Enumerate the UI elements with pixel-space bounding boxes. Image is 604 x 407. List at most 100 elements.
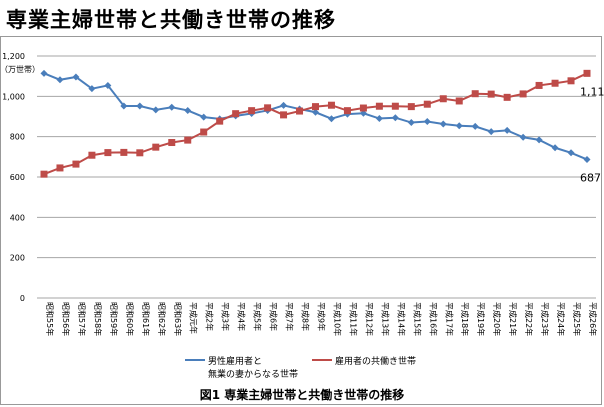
y-tick-label: 800	[10, 133, 25, 142]
x-tick-label: 昭和55年	[45, 302, 55, 336]
legend-label-line1: 男性雇用者と	[208, 357, 263, 367]
data-point	[264, 104, 272, 112]
data-point	[296, 107, 304, 115]
x-tick-label: 平成9年	[317, 302, 327, 331]
data-point	[487, 90, 495, 98]
chart-frame	[0, 36, 602, 405]
x-tick-label: 平成15年	[412, 302, 422, 336]
x-tick-label: 昭和59年	[109, 302, 119, 336]
x-tick-label: 平成12年	[364, 302, 374, 336]
x-tick-label: 平成21年	[508, 302, 518, 336]
data-point	[152, 106, 160, 114]
x-tick-label: 平成18年	[460, 302, 470, 336]
data-point	[56, 164, 64, 172]
data-point	[248, 107, 256, 115]
x-tick-label: 平成5年	[253, 302, 263, 331]
data-point	[216, 117, 224, 125]
x-tick-label: 平成25年	[572, 302, 582, 336]
data-point	[551, 79, 559, 87]
legend-diamond-icon	[185, 359, 205, 361]
y-tick-label: 1,000	[2, 92, 25, 101]
x-tick-label: 昭和56年	[61, 302, 71, 336]
data-point	[120, 148, 128, 156]
data-point	[551, 144, 559, 152]
y-tick-label: 1,200	[2, 52, 25, 61]
data-point	[184, 106, 192, 114]
legend-label: 雇用者の共働き世帯	[335, 357, 417, 367]
x-tick-label: 平成10年	[332, 302, 342, 336]
data-point	[184, 136, 192, 144]
legend-item-dual: 雇用者の共働き世帯	[312, 354, 416, 367]
chart-caption: 図1 専業主婦世帯と共働き世帯の推移	[199, 388, 405, 402]
data-point	[455, 97, 463, 105]
end-data-label: 1,114	[580, 85, 604, 98]
data-point	[583, 155, 591, 163]
x-tick-label: 平成2年	[205, 302, 215, 331]
x-tick-label: 平成16年	[428, 302, 438, 336]
data-point	[168, 139, 176, 147]
data-point	[391, 102, 399, 110]
x-tick-label: 昭和61年	[141, 302, 151, 336]
x-tick-label: 平成26年	[588, 302, 598, 336]
data-point	[56, 76, 64, 84]
x-tick-label: 平成6年	[269, 302, 279, 331]
legend-label-line2: 無業の妻からなる世帯	[208, 370, 299, 380]
x-tick-label: 昭和60年	[125, 302, 135, 336]
data-point	[40, 69, 48, 77]
data-point	[503, 126, 511, 134]
data-point	[312, 103, 319, 111]
data-point	[503, 93, 511, 101]
data-point	[567, 77, 575, 85]
data-point	[439, 95, 447, 103]
x-tick-label: 平成11年	[348, 302, 358, 336]
y-tick-label: 0	[20, 294, 25, 303]
y-axis-unit: （万世帯）	[0, 65, 40, 74]
x-tick-label: 昭和63年	[173, 302, 183, 336]
end-data-label: 687	[580, 171, 601, 184]
y-tick-label: 600	[10, 173, 25, 182]
x-tick-label: 平成20年	[492, 302, 502, 336]
data-point	[423, 118, 431, 126]
data-point	[391, 114, 399, 122]
data-point	[519, 90, 527, 98]
x-tick-label: 平成17年	[444, 302, 454, 336]
data-point	[327, 115, 335, 123]
x-tick-label: 平成23年	[540, 302, 550, 336]
y-tick-label: 200	[10, 254, 25, 263]
x-tick-label: 平成24年	[556, 302, 566, 336]
x-tick-label: 平成4年	[237, 302, 247, 331]
data-point	[375, 115, 383, 123]
data-point	[471, 90, 479, 98]
series-line	[43, 72, 588, 161]
data-point	[519, 133, 527, 141]
data-point	[407, 119, 415, 127]
data-point	[280, 101, 288, 109]
data-point	[567, 149, 575, 157]
data-point	[312, 108, 319, 116]
data-point	[487, 128, 495, 136]
series-line	[43, 72, 588, 176]
data-point	[200, 113, 208, 121]
x-tick-label: 平成22年	[524, 302, 534, 336]
x-tick-label: 平成7年	[285, 302, 295, 331]
data-point	[327, 101, 335, 109]
x-tick-label: 昭和57年	[77, 302, 87, 336]
data-point	[343, 107, 351, 115]
data-point	[136, 149, 144, 157]
data-point	[104, 81, 112, 89]
data-point	[232, 110, 240, 118]
legend-square-icon	[312, 359, 332, 361]
data-point	[200, 128, 208, 136]
page-title: 専業主婦世帯と共働き世帯の推移	[6, 8, 336, 32]
data-point	[455, 122, 463, 130]
data-point	[471, 122, 479, 130]
data-point	[423, 100, 431, 108]
data-point	[88, 151, 96, 159]
data-point	[375, 102, 383, 110]
data-point	[88, 85, 96, 93]
data-point	[583, 69, 591, 77]
data-point	[280, 111, 288, 119]
data-point	[535, 136, 543, 144]
